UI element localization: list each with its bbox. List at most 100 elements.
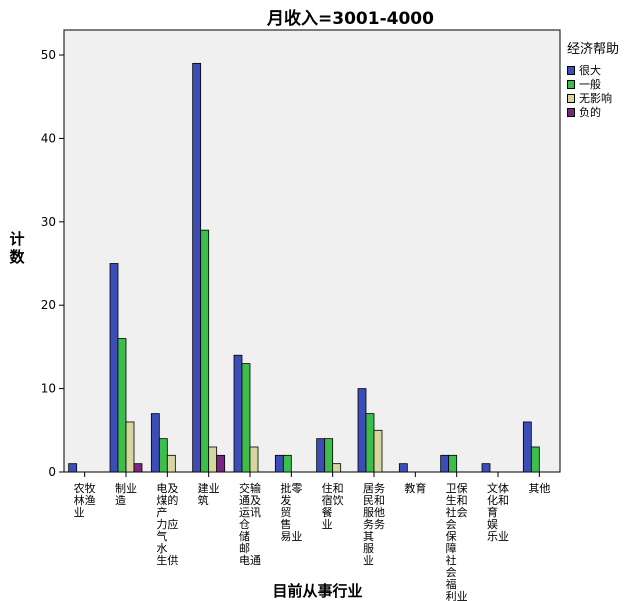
plot-area xyxy=(63,29,561,473)
bar xyxy=(282,454,292,473)
x-tick-label-char: 牧 xyxy=(85,481,96,495)
x-tick-label-char: 电 xyxy=(239,554,250,567)
x-tick-label-char: 气 xyxy=(156,529,167,543)
x-tick-label-char: 利 xyxy=(446,590,457,601)
x-tick-label-char: 餐 xyxy=(322,505,333,519)
bar xyxy=(365,413,375,473)
x-tick-label-char: 化 xyxy=(487,493,498,507)
bar xyxy=(200,229,210,473)
bar xyxy=(530,446,540,473)
legend-swatch-negative xyxy=(567,107,575,117)
x-tick-label-char: 业 xyxy=(363,554,374,567)
y-tick-label: 10 xyxy=(41,382,56,396)
x-tick-label-char: 福 xyxy=(446,577,457,591)
x-tick-label-char: 批 xyxy=(280,481,291,495)
bar xyxy=(440,454,450,473)
x-tick-label-char: 贸 xyxy=(280,506,291,519)
x-tick-label-char: 生 xyxy=(156,553,167,567)
x-tick-label-char: 保 xyxy=(446,529,457,543)
x-tick-label-char: 及 xyxy=(250,494,261,507)
x-tick-label-char: 生 xyxy=(446,493,457,507)
legend-item-no-effect: 无影响 xyxy=(567,91,619,105)
x-tick-label-char: 会 xyxy=(457,506,468,519)
x-tick-label-char: 文 xyxy=(487,481,498,495)
x-tick-label-char: 的 xyxy=(167,493,178,507)
bar xyxy=(481,463,491,473)
x-tick-label-char: 农 xyxy=(74,481,85,495)
x-tick-label-char: 煤 xyxy=(156,494,167,507)
x-tick-label-char: 社 xyxy=(446,553,457,567)
x-tick-label-char: 渔 xyxy=(85,494,96,507)
legend-item-average: 一般 xyxy=(567,77,619,91)
x-tick-label-char: 储 xyxy=(239,529,250,543)
x-tick-label-char: 卫 xyxy=(446,482,457,495)
x-tick-label-char: 讯 xyxy=(250,506,261,519)
x-tick-label-char: 教 xyxy=(404,482,415,495)
x-tick-label-char: 应 xyxy=(167,517,178,531)
x-tick-label-char: 饮 xyxy=(333,494,344,507)
x-tick-label-char: 业 xyxy=(457,590,468,601)
bar xyxy=(274,454,284,473)
chart-title: 月收入=3001-4000 xyxy=(267,9,434,29)
x-tick-label-char: 服 xyxy=(363,506,374,519)
x-tick-label-char: 住 xyxy=(322,481,333,495)
x-tick-label-char: 社 xyxy=(446,505,457,519)
x-tick-label-char: 障 xyxy=(446,541,457,555)
legend: 经济帮助 很大 一般 无影响 负的 xyxy=(567,38,619,119)
x-tick-label-char: 居 xyxy=(363,482,374,495)
x-tick-label-char: 售 xyxy=(280,517,291,531)
x-tick-label-char: 和 xyxy=(374,494,385,507)
x-tick-label-char: 他 xyxy=(539,482,550,495)
x-tick-label-char: 筑 xyxy=(198,493,209,507)
x-tick-label-char: 保 xyxy=(457,481,468,495)
x-tick-label-char: 乐 xyxy=(487,530,498,543)
x-tick-label-char: 电 xyxy=(156,482,167,495)
x-tick-label-char: 建 xyxy=(198,481,209,495)
x-tick-label-char: 业 xyxy=(209,482,220,495)
x-tick-label-char: 育 xyxy=(415,481,426,495)
x-tick-label-char: 邮 xyxy=(239,542,250,555)
bar xyxy=(398,463,408,473)
bar xyxy=(117,338,127,473)
legend-label: 很大 xyxy=(579,64,601,77)
x-tick-label-char: 水 xyxy=(156,542,167,555)
bar xyxy=(216,454,226,473)
x-axis-label: 目前从事行业 xyxy=(272,582,363,600)
x-tick-label-char: 民 xyxy=(363,494,374,507)
x-tick-label-char: 业 xyxy=(74,506,85,519)
x-tick-label-char: 林 xyxy=(74,493,85,507)
y-tick-label: 30 xyxy=(41,215,56,229)
x-tick-label-char: 通 xyxy=(250,554,261,567)
x-tick-label-char: 发 xyxy=(280,493,291,507)
x-tick-label-char: 易 xyxy=(280,530,291,543)
x-tick-label-char: 业 xyxy=(126,482,137,495)
x-tick-label-char: 通 xyxy=(239,494,250,507)
bar xyxy=(332,463,342,473)
bar xyxy=(233,354,243,473)
bar xyxy=(241,363,251,473)
legend-label: 无影响 xyxy=(579,92,612,105)
x-tick-label-char: 会 xyxy=(446,518,457,531)
y-axis-label: 计数 xyxy=(9,230,25,266)
bar xyxy=(109,263,119,473)
x-tick-label-char: 运 xyxy=(239,506,250,519)
bar xyxy=(448,454,458,473)
x-tick-label-char: 他 xyxy=(374,506,385,519)
x-tick-label-char: 育 xyxy=(487,505,498,519)
legend-swatch-average xyxy=(567,79,575,89)
x-tick-label-char: 及 xyxy=(167,482,178,495)
bar xyxy=(316,438,326,473)
y-tick-label: 50 xyxy=(41,48,56,62)
bar xyxy=(373,429,383,473)
x-tick-label-char: 业 xyxy=(498,530,509,543)
legend-label: 负的 xyxy=(579,106,601,119)
x-tick-label-char: 制 xyxy=(115,482,126,495)
x-tick-label-char: 和 xyxy=(333,482,344,495)
bar xyxy=(150,413,160,473)
bar xyxy=(158,438,168,473)
y-tick-label: 40 xyxy=(41,131,56,145)
x-tick-label-char: 业 xyxy=(322,518,333,531)
x-tick-label-char: 其 xyxy=(363,530,374,543)
bar xyxy=(125,421,135,473)
legend-item-very-large: 很大 xyxy=(567,63,619,77)
